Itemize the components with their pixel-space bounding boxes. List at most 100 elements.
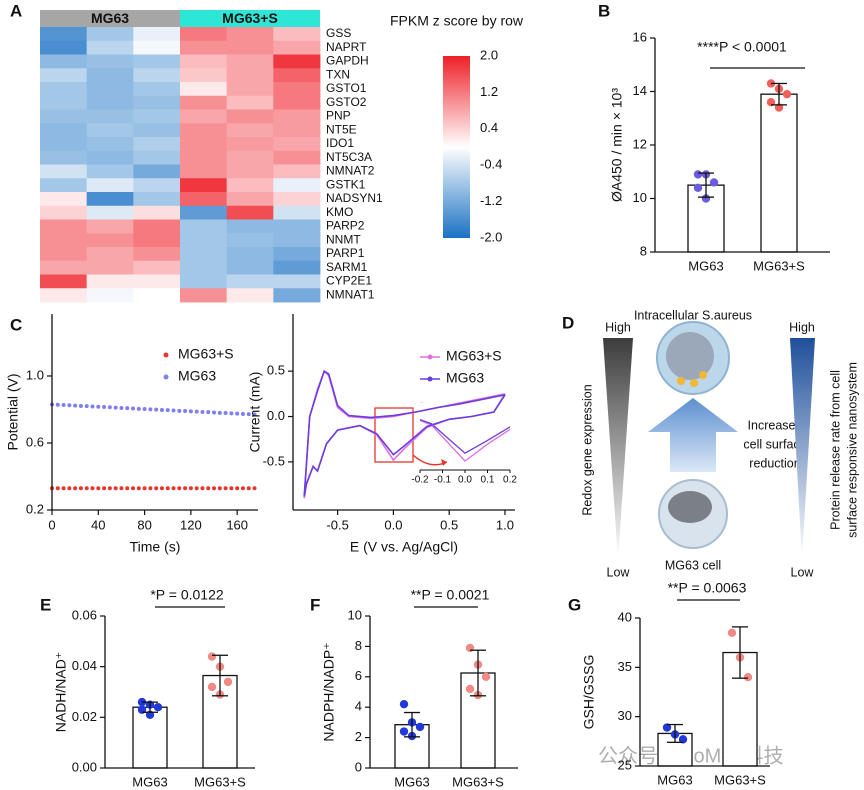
annotation: *P = 0.0122 bbox=[150, 587, 224, 603]
heatmap-cell bbox=[273, 205, 321, 220]
axis-label: surface responsive nanosystem bbox=[845, 362, 859, 538]
data-point bbox=[131, 486, 136, 491]
row-label: KMO bbox=[326, 205, 353, 219]
data-point bbox=[217, 410, 222, 415]
heatmap-cell bbox=[40, 288, 88, 303]
heatmap-cell bbox=[273, 109, 321, 124]
row-label: PARP2 bbox=[326, 219, 365, 233]
y-tick-label: 16 bbox=[633, 29, 647, 44]
x-tick-label: 0.5 bbox=[440, 517, 458, 532]
heatmap-cell bbox=[180, 40, 228, 55]
heatmap-cell bbox=[86, 233, 134, 248]
data-point bbox=[61, 402, 66, 407]
row-label: GSS bbox=[326, 26, 351, 40]
inset-tick-label: 0.1 bbox=[481, 475, 495, 486]
heatmap-cell bbox=[273, 95, 321, 110]
row-label: NAPRT bbox=[326, 40, 367, 54]
x-tick-label: 80 bbox=[137, 517, 151, 532]
row-label: IDO1 bbox=[326, 136, 354, 150]
y-tick-label: 0.04 bbox=[72, 658, 97, 673]
data-point bbox=[229, 486, 234, 491]
heatmap-cell bbox=[86, 40, 134, 55]
row-label: GAPDH bbox=[326, 54, 369, 68]
heatmap-cell bbox=[133, 68, 181, 83]
heatmap-cell bbox=[180, 288, 228, 303]
axis-label: Redox gene expression bbox=[580, 384, 594, 515]
data-point bbox=[159, 486, 164, 491]
data-point bbox=[165, 408, 170, 413]
data-point bbox=[154, 486, 159, 491]
heatmap-cell bbox=[133, 233, 181, 248]
heatmap-cell bbox=[133, 164, 181, 179]
row-label: PNP bbox=[326, 109, 351, 123]
panel-label: E bbox=[40, 595, 51, 614]
heatmap-cell bbox=[226, 164, 274, 179]
heatmap-cell bbox=[133, 95, 181, 110]
data-point bbox=[743, 673, 753, 682]
arrow-label: cell surface bbox=[743, 437, 806, 451]
heatmap-cell bbox=[40, 82, 88, 97]
diagram: D High Low Redox gene expression Intrace… bbox=[562, 308, 859, 579]
bacterium bbox=[690, 379, 698, 387]
heatmap-cell bbox=[226, 260, 274, 275]
heatmap-cell bbox=[86, 54, 134, 69]
y-tick-label: 0.5 bbox=[267, 363, 285, 378]
data-point bbox=[171, 486, 176, 491]
heatmap-cell bbox=[133, 123, 181, 138]
y-tick-label: 0.0 bbox=[267, 408, 285, 423]
heatmap-cell bbox=[86, 178, 134, 193]
colorbar-title: FPKM z score by row bbox=[390, 13, 524, 29]
gradient-triangle bbox=[603, 338, 633, 560]
heatmap-cell bbox=[133, 288, 181, 303]
legend-marker bbox=[163, 374, 169, 380]
heatmap-cell bbox=[86, 274, 134, 289]
heatmap-cell bbox=[40, 150, 88, 165]
heatmap-cell bbox=[273, 274, 321, 289]
data-point bbox=[78, 403, 83, 408]
data-point bbox=[246, 486, 251, 491]
data-point bbox=[131, 406, 136, 411]
y-tick-label: 25 bbox=[618, 757, 632, 772]
group-label: MG63+S bbox=[222, 10, 278, 26]
data-point bbox=[102, 404, 107, 409]
legend-label: MG63+S bbox=[446, 348, 502, 364]
data-point bbox=[727, 628, 737, 637]
y-tick-label: 8 bbox=[355, 638, 362, 653]
heatmap-cell bbox=[86, 82, 134, 97]
data-point bbox=[207, 682, 217, 692]
axis-label: Protein release rate from cell bbox=[828, 370, 842, 530]
arrow bbox=[648, 398, 738, 472]
x-tick-label: MG63 bbox=[394, 774, 429, 789]
heatmap-cell bbox=[226, 27, 274, 42]
low-label: Low bbox=[791, 565, 815, 579]
row-label: TXN bbox=[326, 67, 350, 81]
heatmap-cell bbox=[40, 178, 88, 193]
heatmap-cell bbox=[133, 109, 181, 124]
x-tick-label: MG63 bbox=[132, 774, 167, 789]
heatmap-cell bbox=[273, 150, 321, 165]
data-point bbox=[693, 183, 703, 192]
heatmap-cell bbox=[40, 260, 88, 275]
nucleus bbox=[666, 332, 714, 380]
data-point bbox=[206, 486, 211, 491]
y-tick-label: -0.5 bbox=[263, 453, 285, 468]
data-point bbox=[207, 652, 217, 661]
data-point bbox=[481, 672, 491, 681]
legend-marker bbox=[427, 376, 433, 382]
y-axis-label: NADH/NAD⁺ bbox=[53, 652, 69, 733]
low-label: Low bbox=[607, 565, 631, 579]
heatmap-cell bbox=[273, 178, 321, 193]
data-point bbox=[240, 486, 245, 491]
heatmap-cell bbox=[133, 40, 181, 55]
data-point bbox=[701, 194, 711, 203]
heatmap-cell bbox=[273, 68, 321, 83]
heatmap-cell bbox=[226, 219, 274, 234]
heatmap-cell bbox=[40, 109, 88, 124]
data-point bbox=[171, 408, 176, 413]
gradient-triangle bbox=[790, 338, 815, 560]
heatmap-cell bbox=[86, 192, 134, 207]
x-tick-label: 0 bbox=[48, 517, 55, 532]
heatmap-cell bbox=[180, 178, 228, 193]
panel-label: B bbox=[598, 1, 610, 20]
data-point bbox=[223, 411, 228, 416]
